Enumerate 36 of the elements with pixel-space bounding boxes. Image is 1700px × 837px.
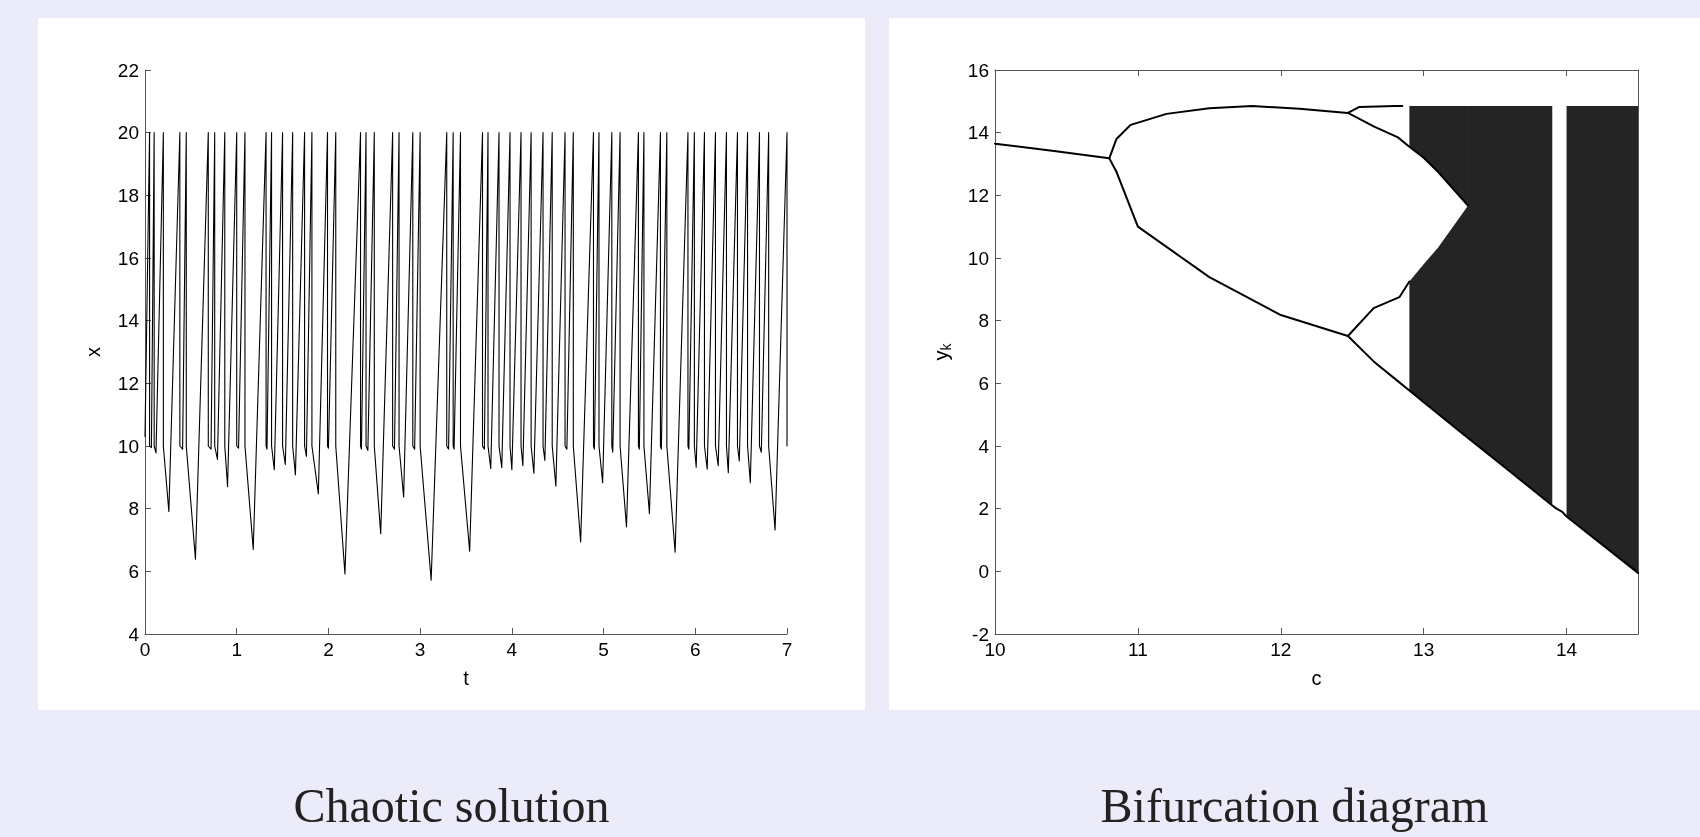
y-tick-label: 16	[967, 59, 989, 81]
text: Chaotic solution	[293, 778, 610, 832]
y-tick-label: 4	[128, 623, 140, 645]
y-tick-label: 16	[117, 247, 139, 269]
text: Bifurcation diagram	[1100, 778, 1489, 832]
x-tick-label: 5	[598, 639, 609, 660]
y-tick-label: 22	[117, 59, 139, 81]
x-tick-label: 11	[1128, 639, 1148, 660]
y-axis-title: x	[82, 347, 104, 357]
y-tick-label: 14	[117, 310, 140, 332]
x-tick-label: 7	[781, 639, 793, 660]
y-tick-label: 8	[128, 498, 139, 520]
y-tick-label: 6	[978, 372, 989, 394]
y-axis-title: yk	[930, 342, 954, 361]
y-tick-label: 2	[978, 498, 989, 520]
y-tick-label: 12	[117, 372, 139, 394]
x-axis-title: t	[463, 667, 470, 689]
y-tick-label: 8	[978, 310, 989, 332]
y-tick-label: 12	[967, 184, 989, 206]
x-tick-label: 2	[323, 639, 334, 660]
y-tick-label: 6	[128, 560, 139, 582]
x-tick-label: 3	[414, 639, 426, 660]
y-tick-label: 20	[117, 122, 139, 144]
x-tick-label: 14	[1555, 639, 1578, 660]
y-tick-label: 18	[117, 184, 139, 206]
x-axis-title: c	[1311, 667, 1322, 689]
x-tick-label: 12	[1270, 639, 1292, 660]
y-tick-label: 10	[967, 247, 989, 269]
x-tick-label: 13	[1413, 639, 1435, 660]
y-tick-label: 0	[978, 560, 989, 582]
y-tick-label: 14	[967, 122, 990, 144]
x-tick-label: 1	[231, 639, 242, 660]
y-tick-label: 4	[978, 435, 990, 457]
y-tick-label: 10	[117, 435, 139, 457]
x-tick-label: 4	[506, 639, 518, 660]
x-tick-label: 6	[690, 639, 701, 660]
